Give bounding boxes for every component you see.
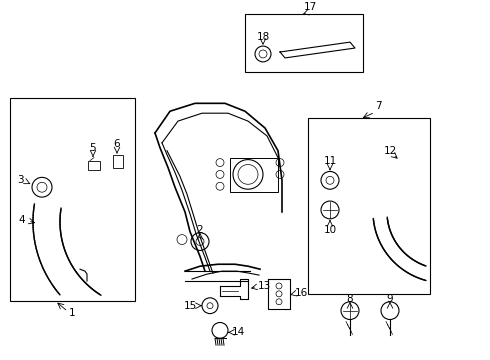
Bar <box>10 98 135 301</box>
Text: 10: 10 <box>323 225 337 235</box>
Text: 3: 3 <box>17 175 24 185</box>
Text: 16: 16 <box>295 288 308 298</box>
Text: 8: 8 <box>347 294 353 304</box>
Text: 13: 13 <box>258 281 271 291</box>
Text: 5: 5 <box>89 143 96 153</box>
Text: 18: 18 <box>256 32 270 42</box>
Text: 17: 17 <box>303 1 317 12</box>
Text: 14: 14 <box>232 327 245 337</box>
Text: 12: 12 <box>383 146 396 156</box>
Text: 2: 2 <box>196 225 203 235</box>
Bar <box>308 118 430 294</box>
Bar <box>88 161 100 170</box>
Text: 4: 4 <box>19 215 25 225</box>
Text: 11: 11 <box>323 156 337 166</box>
Text: 9: 9 <box>387 294 393 304</box>
Bar <box>113 155 123 168</box>
Bar <box>230 158 278 192</box>
Text: 7: 7 <box>375 101 381 111</box>
Bar <box>245 14 363 72</box>
Text: 6: 6 <box>114 139 121 149</box>
Text: 1: 1 <box>69 307 75 318</box>
Text: 15: 15 <box>184 301 197 311</box>
